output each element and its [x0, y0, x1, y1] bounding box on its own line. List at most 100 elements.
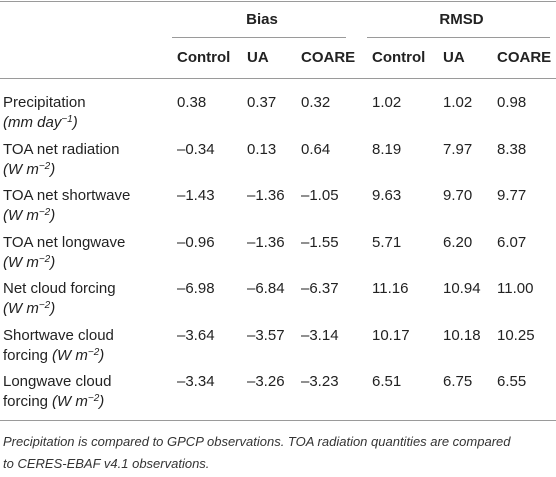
cell: 6.55: [497, 373, 527, 390]
cell: 10.17: [372, 326, 410, 344]
unit-base: (W m: [52, 346, 88, 364]
unit-exponent: −2: [38, 253, 51, 265]
unit-exponent: −2: [38, 207, 51, 218]
cell: 0.13: [247, 140, 277, 158]
cell: 0.38: [177, 94, 207, 111]
cell: –1.55: [301, 233, 339, 251]
footnote: to CERES-EBAF v4.1 observations.: [3, 456, 210, 471]
cell: 6.20: [443, 233, 473, 251]
cell: –1.36: [247, 187, 285, 204]
row-unit-line: (W m−2): [3, 161, 55, 178]
cell: 8.19: [372, 140, 402, 158]
row-unit-line: (W m−2): [3, 254, 55, 271]
row-unit: (W m−2): [3, 300, 55, 317]
group-rule: [172, 37, 346, 38]
cell: 6.07: [497, 233, 527, 251]
column-header: Control: [177, 49, 231, 66]
cell: –3.26: [247, 373, 285, 390]
row-unit: (mm day−1): [3, 114, 78, 131]
bottom-rule: [0, 420, 556, 421]
row-unit-line: (W m−2): [3, 300, 55, 317]
unit-exponent: −2: [38, 300, 51, 311]
top-rule: [0, 1, 556, 2]
row-unit: (W m−2): [3, 254, 55, 271]
unit-base: (W m: [3, 160, 39, 178]
row-unit: (W m−2): [3, 207, 55, 224]
cell: 5.71: [372, 233, 402, 251]
row-label: Longwave cloud: [3, 373, 112, 390]
header-rule: [0, 78, 556, 79]
cell: –6.98: [177, 280, 215, 297]
cell: 0.37: [247, 94, 277, 111]
cell: –1.43: [177, 187, 215, 204]
cell: –0.34: [177, 140, 215, 158]
row-label-cont: forcing: [3, 393, 49, 410]
unit-exponent: −2: [87, 346, 100, 358]
cell: –3.14: [301, 326, 339, 344]
cell: –3.34: [177, 373, 215, 390]
cell: –3.57: [247, 326, 285, 344]
unit-base: (W m: [3, 300, 39, 317]
row-label-cont: forcing: [3, 346, 49, 364]
cell: 6.51: [372, 373, 402, 390]
group-header: RMSD: [439, 11, 484, 28]
group-rule: [367, 37, 550, 38]
column-header: UA: [443, 49, 465, 66]
cell: 11.00: [497, 280, 534, 297]
cell: –3.23: [301, 373, 339, 390]
unit-close: ): [99, 346, 105, 364]
footnote: Precipitation is compared to GPCP observ…: [3, 434, 511, 449]
column-header: COARE: [301, 49, 356, 66]
column-header: UA: [247, 49, 269, 66]
cell: 8.38: [497, 140, 527, 158]
unit-exponent: −2: [38, 160, 51, 172]
row-unit-line: forcing (W m−2): [3, 347, 104, 364]
column-header: COARE: [497, 49, 552, 66]
cell: 1.02: [443, 94, 473, 111]
cell: 7.97: [443, 140, 473, 158]
cell: 0.98: [497, 94, 527, 111]
cell: –1.05: [301, 187, 339, 204]
cell: 0.64: [301, 140, 331, 158]
unit-close: ): [50, 207, 56, 224]
column-header: Control: [372, 49, 426, 66]
cell: 10.25: [497, 326, 535, 344]
row-unit: (W m−2): [3, 161, 55, 178]
unit-base: (mm day: [3, 114, 62, 131]
row-unit-line: forcing (W m−2): [3, 393, 104, 410]
cell: 11.16: [372, 280, 409, 297]
row-unit-line: (W m−2): [3, 207, 55, 224]
cell: –6.84: [247, 280, 285, 297]
unit-close: ): [50, 253, 56, 271]
unit-close: ): [99, 393, 105, 410]
unit-base: (W m: [3, 253, 39, 271]
row-label: Net cloud forcing: [3, 280, 116, 297]
row-label: Precipitation: [3, 94, 86, 111]
row-unit-line: (mm day−1): [3, 114, 78, 131]
cell: 9.70: [443, 187, 473, 204]
cell: 6.75: [443, 373, 473, 390]
row-label: Shortwave cloud: [3, 326, 114, 344]
unit-close: ): [50, 300, 56, 317]
cell: 9.63: [372, 187, 402, 204]
row-label: TOA net shortwave: [3, 187, 131, 204]
cell: –0.96: [177, 233, 215, 251]
unit-base: (W m: [52, 393, 88, 410]
unit-close: ): [72, 114, 78, 131]
cell: 10.18: [443, 326, 481, 344]
unit-base: (W m: [3, 207, 39, 224]
unit-close: ): [50, 160, 56, 178]
cell: –6.37: [301, 280, 339, 297]
row-unit: (W m−2): [52, 393, 104, 410]
cell: 9.77: [497, 187, 527, 204]
unit-exponent: −2: [87, 393, 100, 404]
cell: –1.36: [247, 233, 285, 251]
group-header: Bias: [246, 11, 278, 28]
cell: 1.02: [372, 94, 402, 111]
cell: 0.32: [301, 94, 331, 111]
row-label: TOA net radiation: [3, 140, 120, 158]
cell: –3.64: [177, 326, 215, 344]
row-unit: (W m−2): [52, 347, 104, 364]
unit-exponent: −1: [61, 114, 73, 125]
row-label: TOA net longwave: [3, 233, 126, 251]
